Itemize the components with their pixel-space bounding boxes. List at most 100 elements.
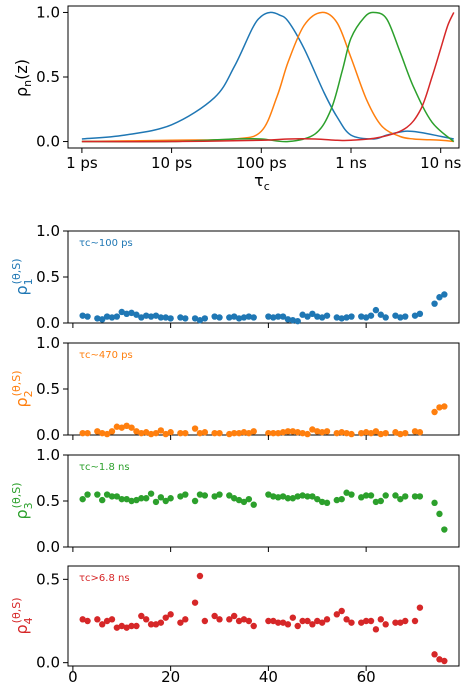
scatter-point (314, 428, 321, 435)
scatter-point (402, 429, 409, 437)
scatter-point (211, 612, 218, 620)
scatter-point (138, 612, 145, 620)
scatter-point (118, 622, 125, 630)
top-ylabel: ρn(z) (12, 59, 34, 97)
ylabel-symbol: ρ (12, 624, 31, 634)
scatter-point (103, 617, 111, 625)
scatter-point (226, 430, 233, 438)
scatter-point (382, 429, 389, 437)
scatter-point (177, 314, 184, 321)
scatter-point (367, 617, 375, 625)
scatter-point (411, 617, 419, 625)
scatter-point (343, 489, 350, 496)
scatter-point (333, 496, 341, 504)
scatter-point (436, 294, 443, 301)
scatter-point (196, 572, 204, 580)
scatter-point (338, 495, 345, 503)
scatter-point (274, 313, 282, 320)
scatter-point (99, 316, 106, 323)
scatter-point (348, 491, 355, 498)
scatter-point (182, 429, 189, 437)
scatter-point (123, 422, 130, 429)
scatter-point (323, 312, 331, 319)
scatter-point (309, 621, 316, 628)
scatter-point (147, 430, 155, 438)
scatter-point (240, 498, 248, 506)
scatter-point (411, 493, 419, 500)
scatter-point (201, 492, 209, 499)
scatter-point (157, 314, 165, 321)
scatter-point (382, 621, 389, 628)
scatter-point (289, 495, 297, 502)
scatter-point (358, 313, 365, 320)
bottom-xtick-label: 0 (68, 668, 78, 686)
scatter-point (230, 495, 238, 502)
scatter-point (397, 430, 404, 438)
scatter-point (235, 315, 243, 322)
scatter-panels: 0.00.51.0τc~100 psρ1(θ,S)0.00.51.0τc~470… (10, 222, 460, 672)
scatter-point (299, 617, 306, 625)
series-line-3 (81, 11, 455, 143)
scatter-point (113, 493, 121, 500)
scatter-point (441, 657, 448, 665)
scatter-point (84, 617, 91, 625)
scatter-point (367, 312, 375, 319)
panel-ytick-label: 0.5 (36, 268, 60, 286)
scatter-point (416, 429, 424, 436)
scatter-point (372, 428, 380, 435)
scatter-point (152, 498, 160, 506)
scatter-point (377, 616, 384, 623)
scatter-point (167, 611, 174, 618)
scatter-panel-1: 0.0 0.5 1.0 τc~100 ps ρ1(θ,S) (10, 222, 460, 332)
scatter-point (279, 493, 287, 500)
scatter-point (211, 429, 218, 437)
scatter-point (108, 493, 116, 500)
top-ytick-label: 0.5 (36, 68, 60, 86)
scatter-point (392, 312, 399, 319)
scatter-point (226, 314, 233, 321)
scatter-point (226, 492, 233, 499)
scatter-point (133, 622, 140, 630)
top-xtick-label: 10 ps (151, 154, 192, 172)
bottom-xtick-label: 20 (161, 668, 180, 686)
scatter-point (309, 310, 316, 317)
scatter-point (333, 429, 341, 437)
scatter-point (411, 428, 419, 435)
scatter-point (362, 492, 370, 499)
scatter-point (108, 314, 116, 321)
scatter-panel-4: 0.0 0.5 τc>6.8 ns ρ4(θ,S) (10, 565, 460, 672)
scatter-point (157, 619, 165, 626)
scatter-point (348, 619, 355, 626)
scatter-point (397, 314, 404, 321)
ylabel-superscript: (θ,S) (10, 371, 23, 397)
bottom-xtick-label: 60 (357, 668, 376, 686)
scatter-point (304, 430, 311, 438)
scatter-point (240, 616, 248, 623)
scatter-point (103, 430, 111, 438)
scatter-point (118, 424, 125, 431)
panel-ylabel: ρ2(θ,S) (10, 371, 35, 408)
scatter-point (182, 491, 189, 498)
scatter-point (211, 493, 218, 500)
scatter-panel-2: 0.0 0.5 1.0 τc~470 ps ρ2(θ,S) (10, 334, 460, 444)
ylabel-subscript: 3 (22, 502, 35, 509)
panel-ytick-label: 1.0 (36, 334, 60, 352)
scatter-point (152, 429, 160, 437)
scatter-point (245, 313, 253, 320)
scatter-point (108, 616, 116, 623)
scatter-point (279, 619, 287, 626)
scatter-point (416, 604, 424, 611)
ylabel-symbol: ρ (12, 285, 31, 295)
scatter-point (318, 619, 326, 626)
ylabel-symbol: ρ (12, 509, 31, 519)
top-xtick-label: 10 ns (420, 154, 461, 172)
scatter-point (133, 428, 140, 435)
scatter-point (431, 408, 438, 416)
top-xticks: 1 ps 10 ps 100 ps 1 ns 10 ns (66, 148, 461, 172)
scatter-panel-3: 0.0 0.5 1.0 τc~1.8 ns ρ3(θ,S) (10, 446, 460, 556)
scatter-point (392, 492, 399, 499)
scatter-point (250, 622, 257, 630)
scatter-point (270, 617, 277, 625)
scatter-point (299, 311, 306, 318)
